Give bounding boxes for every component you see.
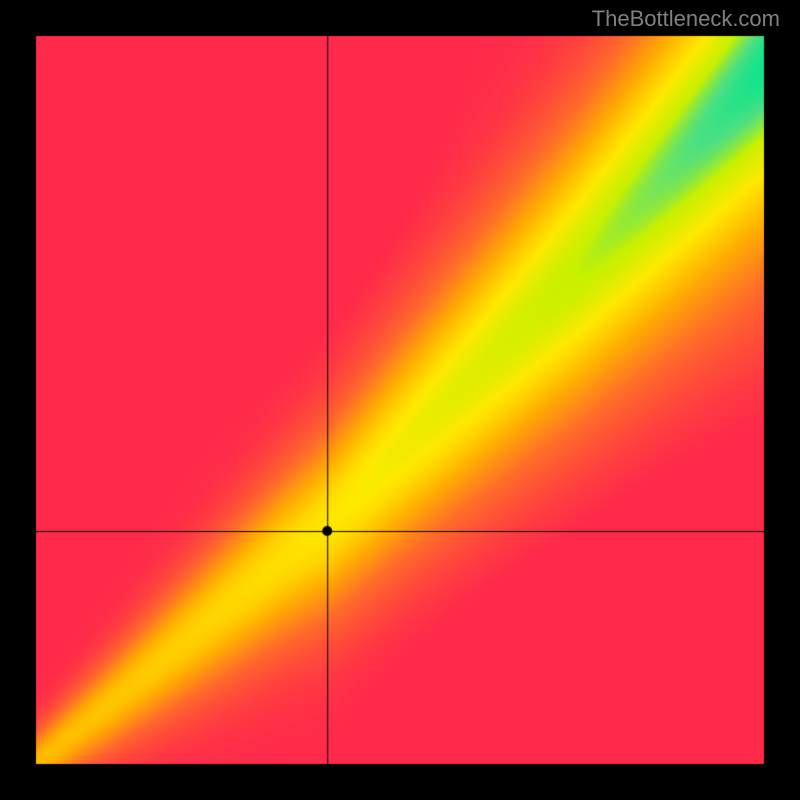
watermark-text: TheBottleneck.com (592, 6, 780, 32)
heatmap-canvas (0, 0, 800, 800)
chart-container: TheBottleneck.com (0, 0, 800, 800)
